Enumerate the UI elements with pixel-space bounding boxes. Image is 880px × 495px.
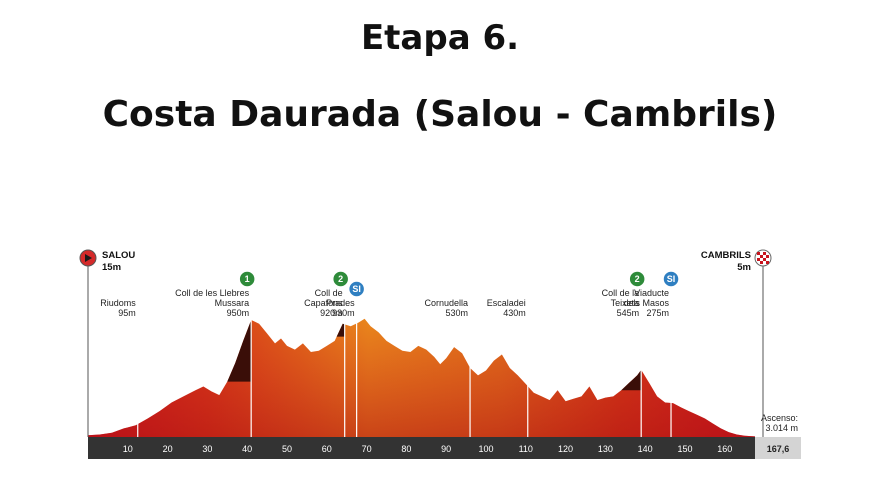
- x-tick-label: 90: [441, 444, 451, 454]
- x-tick-label: 110: [519, 444, 533, 454]
- marker-altitude: 930m: [332, 308, 355, 318]
- marker-name: Teixeta: [611, 298, 640, 308]
- marker-altitude: 275m: [647, 308, 670, 318]
- marker-name: Capafons: [304, 298, 343, 308]
- sprint-badge: [662, 270, 680, 288]
- sprint-badge: [347, 280, 366, 298]
- marker-name: dels Masos: [623, 298, 669, 308]
- x-tick-label: 80: [401, 444, 411, 454]
- badge-label: SI: [352, 284, 361, 294]
- marker-name: Viaducte: [634, 288, 669, 298]
- climb-category-badge: [628, 270, 646, 288]
- finish-altitude: 5m: [737, 262, 751, 273]
- badge-label: 2: [635, 274, 640, 284]
- marker-altitude: 920m: [320, 308, 343, 318]
- marker-altitude: 530m: [446, 308, 469, 318]
- marker-name: Prades: [326, 298, 355, 308]
- finish-check: [763, 258, 766, 261]
- climb-segment-1: [227, 320, 252, 382]
- x-tick-label: 40: [242, 444, 252, 454]
- x-tick-label: 50: [282, 444, 292, 454]
- finish-check: [766, 255, 769, 258]
- elevation-area-shade: [88, 318, 755, 437]
- route-title: Costa Daurada (Salou - Cambrils): [102, 94, 778, 135]
- marker-altitude: 95m: [118, 308, 136, 318]
- climb-category-badge: [238, 270, 256, 288]
- finish-check: [760, 261, 763, 264]
- finish-check: [757, 252, 760, 255]
- finish-check: [757, 258, 760, 261]
- marker-altitude: 430m: [503, 308, 526, 318]
- marker-name: Coll de les Llebres: [175, 288, 250, 298]
- x-tick-label: 30: [202, 444, 212, 454]
- finish-name: CAMBRILS: [701, 250, 751, 261]
- x-tick-label: 140: [638, 444, 653, 454]
- finish-check: [763, 252, 766, 255]
- x-tick-label: 100: [478, 444, 493, 454]
- marker-name: Cornudella: [425, 298, 469, 308]
- x-tick-label: 160: [717, 444, 732, 454]
- x-tick-label: 10: [123, 444, 133, 454]
- finish-check: [766, 261, 769, 264]
- badge-label: SI: [667, 274, 676, 284]
- x-tick-label: 150: [677, 444, 692, 454]
- x-tick-label: 130: [598, 444, 613, 454]
- play-icon: [85, 254, 92, 262]
- marker-name: Coll de: [315, 288, 343, 298]
- x-tick-label: 70: [362, 444, 372, 454]
- total-distance-label: 167,6: [767, 444, 790, 454]
- marker-altitude: 545m: [617, 308, 640, 318]
- start-name: SALOU: [102, 250, 135, 261]
- climb-segment-2: [336, 323, 345, 337]
- x-tick-label: 20: [163, 444, 173, 454]
- marker-name: Coll de la: [602, 288, 640, 298]
- marker-altitude: 950m: [227, 308, 250, 318]
- finish-check: [760, 255, 763, 258]
- marker-name: Riudoms: [100, 298, 136, 308]
- badge-label: 2: [338, 274, 343, 284]
- ascent-label: Ascenso:: [761, 413, 798, 423]
- x-tick-label: 120: [558, 444, 573, 454]
- distance-axis-bar: [88, 437, 755, 459]
- total-distance-box: [755, 437, 801, 459]
- marker-name: Mussara: [215, 298, 250, 308]
- marker-name: Escaladei: [487, 298, 526, 308]
- stage-title: Etapa 6.: [360, 18, 520, 58]
- x-tick-label: 60: [322, 444, 332, 454]
- climb-category-badge: [331, 270, 350, 288]
- ascent-value: 3.014 m: [765, 423, 798, 433]
- climb-segment-3: [621, 369, 642, 391]
- start-altitude: 15m: [102, 262, 121, 273]
- badge-label: 1: [245, 274, 250, 284]
